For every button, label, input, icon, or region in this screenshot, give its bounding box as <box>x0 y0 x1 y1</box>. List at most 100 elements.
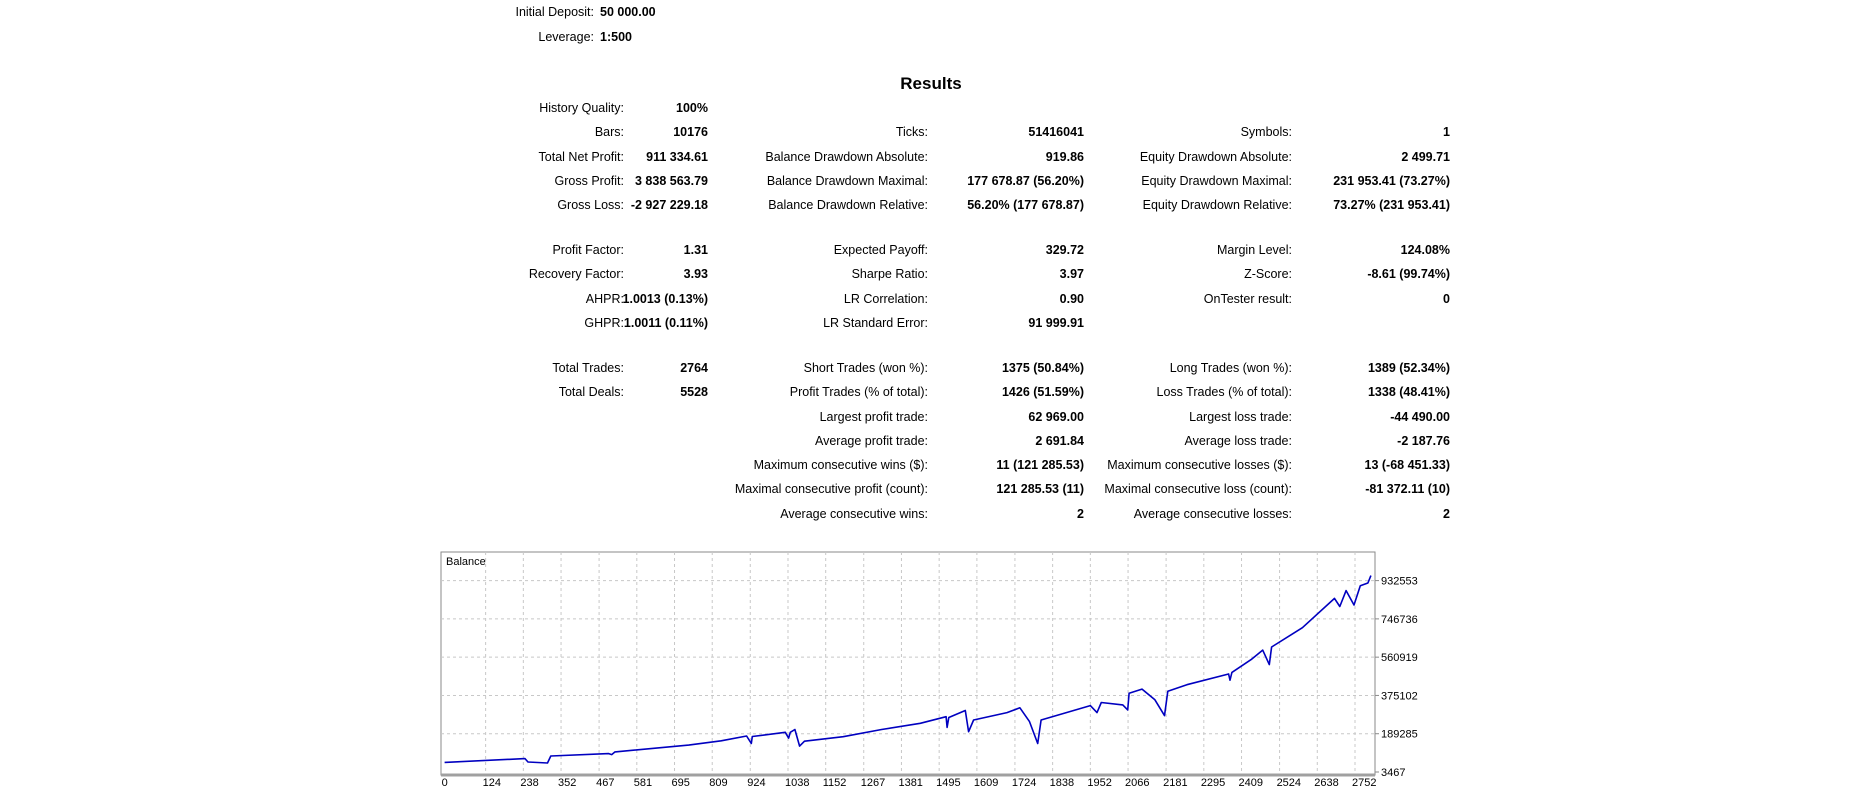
stat-label: Symbols: <box>1240 125 1292 139</box>
stat-label: History Quality: <box>539 101 624 115</box>
stat-label: Profit Factor: <box>552 243 624 257</box>
x-tick-label: 1609 <box>974 777 998 788</box>
stat-label: Sharpe Ratio: <box>851 267 928 281</box>
stat-label: Long Trades (won %): <box>1169 361 1292 375</box>
x-tick-label: 1038 <box>785 777 809 788</box>
y-tick-label: 560919 <box>1381 652 1418 664</box>
stat-label: Total Net Profit: <box>538 150 624 164</box>
x-tick-label: 2181 <box>1163 777 1187 788</box>
stat-value: 0.90 <box>1059 292 1084 306</box>
stat-label: LR Standard Error: <box>823 316 928 330</box>
stat-value: 177 678.87 (56.20%) <box>967 174 1084 188</box>
x-tick-label: 2066 <box>1125 777 1149 788</box>
stat-value: 1389 (52.34%) <box>1367 361 1450 375</box>
stat-label: Balance Drawdown Relative: <box>768 198 928 212</box>
stat-label: Gross Loss: <box>557 198 624 212</box>
initial-deposit-label: Initial Deposit: <box>515 5 594 19</box>
stat-label: Equity Drawdown Absolute: <box>1139 150 1292 164</box>
stat-label: Average consecutive losses: <box>1133 507 1292 521</box>
x-tick-label: 1952 <box>1087 777 1111 788</box>
x-tick-label: 581 <box>634 777 652 788</box>
stat-value: 100% <box>676 101 708 115</box>
stat-label: Maximum consecutive losses ($): <box>1107 458 1292 472</box>
stat-value: 329.72 <box>1045 243 1084 257</box>
stat-value: 2 <box>1443 507 1450 521</box>
x-tick-label: 2638 <box>1314 777 1338 788</box>
stat-label: Maximal consecutive loss (count): <box>1104 482 1292 496</box>
stat-label: Z-Score: <box>1244 267 1292 281</box>
x-tick-label: 2409 <box>1239 777 1263 788</box>
stat-value: 3.97 <box>1059 267 1084 281</box>
y-tick-label: 3467 <box>1381 767 1405 779</box>
stat-label: Average loss trade: <box>1184 434 1292 448</box>
stat-label: Recovery Factor: <box>528 267 624 281</box>
x-tick-label: 124 <box>483 777 501 788</box>
leverage-label: Leverage: <box>538 30 594 44</box>
plot-area <box>440 551 1376 776</box>
stat-label: Total Trades: <box>552 361 624 375</box>
x-tick-label: 695 <box>672 777 690 788</box>
stat-value: 51416041 <box>1028 125 1084 139</box>
stat-value: -2 187.76 <box>1397 434 1450 448</box>
stat-label: Average profit trade: <box>814 434 928 448</box>
stat-label: Expected Payoff: <box>833 243 928 257</box>
x-tick-label: 238 <box>520 777 538 788</box>
stat-value: 1 <box>1443 125 1450 139</box>
stat-value: 1.31 <box>683 243 708 257</box>
stat-value: 3.93 <box>683 267 708 281</box>
y-tick-label: 932553 <box>1381 576 1418 588</box>
stat-value: 11 (121 285.53) <box>996 458 1084 472</box>
x-tick-label: 352 <box>558 777 576 788</box>
stat-value: 1.0013 (0.13%) <box>622 292 708 306</box>
leverage-value: 1:500 <box>600 30 632 44</box>
stat-value: 2 499.71 <box>1401 150 1450 164</box>
stat-label: Loss Trades (% of total): <box>1156 385 1292 399</box>
stat-label: AHPR: <box>585 292 624 306</box>
stat-label: Maximal consecutive profit (count): <box>734 482 928 496</box>
stat-value: 1338 (48.41%) <box>1367 385 1450 399</box>
stat-label: Average consecutive wins: <box>780 507 928 521</box>
stat-label: Largest profit trade: <box>819 410 928 424</box>
stat-value: 5528 <box>680 385 708 399</box>
stat-value: 1.0011 (0.11%) <box>623 316 708 330</box>
x-tick-label: 467 <box>596 777 614 788</box>
stat-value: 3 838 563.79 <box>635 174 708 188</box>
stat-value: 73.27% (231 953.41) <box>1333 198 1450 212</box>
stat-value: 2 <box>1077 507 1084 521</box>
stat-value: 1426 (51.59%) <box>1001 385 1084 399</box>
x-tick-label: 809 <box>709 777 727 788</box>
stat-label: Margin Level: <box>1216 243 1292 257</box>
stat-label: Equity Drawdown Maximal: <box>1141 174 1292 188</box>
stat-label: Profit Trades (% of total): <box>789 385 928 399</box>
x-tick-label: 1381 <box>898 777 922 788</box>
x-tick-label: 2752 <box>1352 777 1376 788</box>
chart-title: Balance <box>446 556 486 568</box>
x-tick-label: 1724 <box>1012 777 1036 788</box>
stat-value: 1375 (50.84%) <box>1001 361 1084 375</box>
stat-value: 919.86 <box>1045 150 1084 164</box>
x-tick-label: 2295 <box>1201 777 1225 788</box>
stat-value: 911 334.61 <box>646 150 708 164</box>
stat-value: 62 969.00 <box>1028 410 1084 424</box>
x-tick-label: 1152 <box>823 777 847 788</box>
stat-label: Bars: <box>594 125 624 139</box>
x-tick-label: 0 <box>442 777 448 788</box>
stat-value: -8.61 (99.74%) <box>1367 267 1450 281</box>
y-tick-label: 375102 <box>1381 690 1418 702</box>
x-tick-label: 924 <box>747 777 765 788</box>
stat-label: GHPR: <box>584 316 624 330</box>
stat-value: 0 <box>1443 292 1450 306</box>
stat-value: 13 (-68 451.33) <box>1364 458 1450 472</box>
stat-value: -2 927 229.18 <box>630 198 708 212</box>
results-title: Results <box>900 74 962 93</box>
stat-value: 10176 <box>673 125 708 139</box>
stat-value: -81 372.11 (10) <box>1365 482 1450 496</box>
stat-label: Short Trades (won %): <box>803 361 928 375</box>
stat-label: Ticks: <box>895 125 928 139</box>
x-tick-label: 1267 <box>861 777 885 788</box>
stat-label: Gross Profit: <box>554 174 624 188</box>
balance-line <box>444 575 1372 764</box>
stat-value: 91 999.91 <box>1028 316 1084 330</box>
stat-label: Total Deals: <box>558 385 624 399</box>
